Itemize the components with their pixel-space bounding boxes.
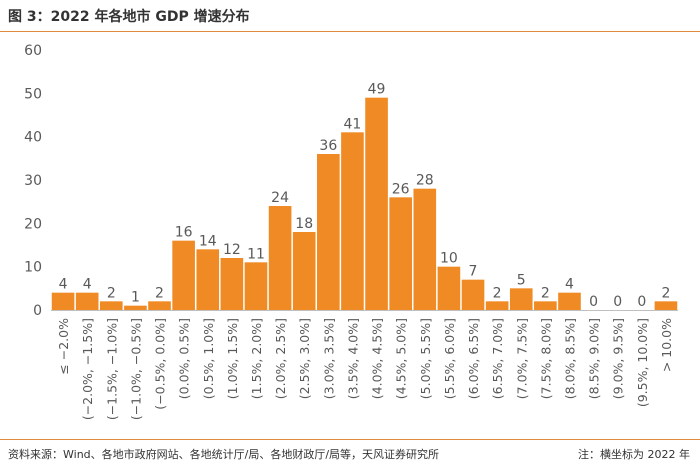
bar [389, 197, 412, 310]
footer-divider [0, 439, 700, 440]
x-tick-label: (−1.5%, −1.0%] [104, 318, 119, 420]
data-label: 2 [661, 285, 670, 301]
x-tick-label: (8.0%, 8.5%] [562, 318, 577, 399]
x-tick-label: (5.5%, 6.0%] [442, 318, 457, 399]
data-label: 4 [59, 277, 68, 293]
data-label: 10 [440, 251, 458, 267]
x-tick-label: ≤ −2.0% [56, 318, 71, 375]
y-tick-label: 0 [33, 303, 42, 319]
y-tick-label: 10 [24, 260, 42, 276]
x-tick-label: (4.5%, 5.0%] [394, 318, 409, 399]
y-tick-label: 40 [24, 130, 42, 146]
data-label: 2 [155, 285, 164, 301]
bar [317, 154, 340, 310]
data-label: 41 [344, 116, 362, 132]
x-tick-label: (1.0%, 1.5%] [225, 318, 240, 399]
y-tick-label: 30 [24, 173, 42, 189]
bar [292, 232, 316, 310]
x-tick-label: (9.5%, 10.0%] [635, 318, 650, 407]
data-label: 18 [295, 216, 313, 232]
data-label: 4 [83, 277, 92, 293]
data-label: 5 [517, 272, 526, 288]
data-label: 28 [416, 173, 434, 189]
y-axis: 0 10 20 30 40 50 60 [24, 43, 42, 319]
bar [268, 206, 292, 310]
bar [172, 240, 195, 310]
x-tick-label: (1.5%, 2.0%] [249, 318, 264, 399]
data-label: 11 [247, 246, 265, 262]
x-tick-label: (5.0%, 5.5%] [418, 318, 433, 399]
bar [244, 262, 268, 310]
x-tick-label: (3.5%, 4.0%] [345, 318, 360, 399]
data-label: 0 [613, 294, 622, 310]
x-tick-label: (0.0%, 0.5%] [177, 318, 192, 399]
data-label: 24 [271, 190, 289, 206]
axis-note: 注：横坐标为 2022 年 [578, 448, 690, 461]
x-tick-label: (2.5%, 3.0%] [297, 318, 312, 399]
bar [148, 301, 171, 310]
bar [461, 279, 485, 310]
bar [413, 188, 437, 310]
data-label: 49 [368, 82, 386, 98]
x-tick-label: (−0.5%, 0.0%] [153, 318, 168, 410]
bar [654, 301, 678, 310]
data-label: 36 [319, 138, 337, 154]
x-tick-label: (9.0%, 9.5%] [611, 318, 626, 399]
bar [437, 266, 461, 310]
x-tick-label: (2.0%, 2.5%] [273, 318, 288, 399]
data-label: 14 [199, 233, 217, 249]
bar [196, 249, 220, 310]
source-note: 资料来源：Wind、各地市政府网站、各地统计厅/局、各地财政厅/局等，天风证券研… [8, 448, 440, 461]
bar [509, 288, 533, 310]
x-tick-label: (8.5%, 9.0%] [587, 318, 602, 399]
y-tick-label: 20 [24, 216, 42, 232]
data-label: 16 [175, 225, 193, 241]
data-label: 2 [107, 285, 116, 301]
x-tick-label: > 10.0% [659, 318, 674, 372]
data-label: 7 [469, 264, 478, 280]
bar [341, 132, 364, 310]
x-tick-label: (0.5%, 1.0%] [201, 318, 216, 399]
bar [534, 301, 557, 310]
x-tick-label: (4.0%, 4.5%] [370, 318, 385, 399]
bar [558, 292, 581, 310]
title-divider [0, 31, 700, 32]
data-label: 12 [223, 242, 241, 258]
data-label: 4 [565, 277, 574, 293]
data-label: 2 [493, 285, 502, 301]
bar [75, 292, 99, 310]
data-label: 0 [637, 294, 646, 310]
figure-title: 图 3：2022 年各地市 GDP 增速分布 [8, 9, 250, 25]
bar [99, 301, 123, 310]
y-tick-label: 60 [24, 43, 42, 59]
x-tick-label: (6.5%, 7.0%] [490, 318, 505, 399]
bar [51, 292, 75, 310]
x-tick-label: (7.5%, 8.0%] [538, 318, 553, 399]
data-label: 0 [589, 294, 598, 310]
bars [51, 97, 678, 310]
data-label: 26 [392, 181, 410, 197]
x-axis: ≤ −2.0% (−2.0%, −1.5%] (−1.5%, −1.0%] (−1.0… [51, 310, 678, 420]
x-tick-label: (−1.0%, −0.5%] [128, 318, 143, 420]
bar [124, 305, 147, 310]
x-tick-label: (6.0%, 6.5%] [466, 318, 481, 399]
x-tick-label: (−2.0%, −1.5%] [80, 318, 95, 420]
bar [485, 301, 509, 310]
bar [365, 97, 388, 310]
x-tick-label: (3.0%, 3.5%] [321, 318, 336, 399]
x-tick-label: (7.0%, 7.5%] [514, 318, 529, 399]
data-label: 2 [541, 285, 550, 301]
bar [220, 258, 244, 310]
data-label: 1 [131, 290, 140, 306]
y-tick-label: 50 [24, 86, 42, 102]
